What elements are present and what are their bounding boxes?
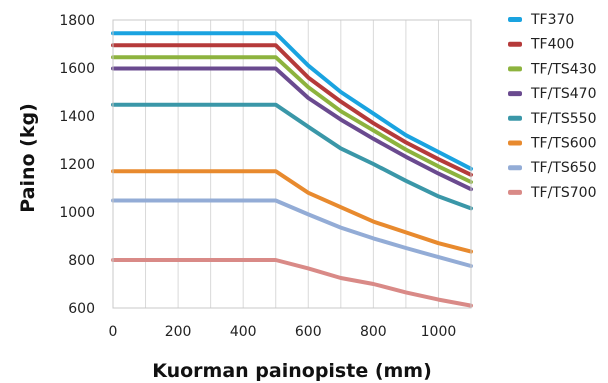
- plot-frame: [112, 19, 472, 309]
- series-line-tf-ts470: [111, 66, 473, 192]
- y-tick-label: 1600: [59, 61, 95, 77]
- legend-swatch: [508, 66, 522, 72]
- legend-label: TF/TS650: [530, 160, 596, 176]
- x-tick-label: 200: [165, 324, 192, 340]
- x-tick-label: 800: [360, 324, 387, 340]
- series-lines: [111, 31, 473, 308]
- y-tick-label: 1000: [59, 205, 95, 221]
- legend-swatch: [508, 140, 522, 146]
- legend-label: TF/TS430: [530, 61, 596, 77]
- x-tick-label: 1000: [421, 324, 457, 340]
- legend-label: TF/TS470: [530, 86, 596, 102]
- legend-label: TF370: [530, 12, 574, 28]
- series-line-tf-ts600: [111, 169, 473, 254]
- y-tick-label: 1400: [59, 109, 95, 125]
- y-tick-label: 800: [68, 253, 95, 269]
- legend-label: TF400: [530, 37, 574, 53]
- series-line-tf-ts430: [111, 55, 473, 184]
- legend-swatch: [508, 165, 522, 171]
- x-tick-label: 0: [109, 324, 118, 340]
- legend-swatch: [508, 189, 522, 195]
- legend-label: TF/TS550: [530, 111, 596, 127]
- legend-swatch: [508, 41, 522, 47]
- x-axis-title: Kuorman painopiste (mm): [152, 360, 432, 382]
- series-line-tf-ts650: [111, 198, 473, 268]
- series-line-tf400: [111, 43, 473, 177]
- series-line-tf-ts700: [111, 258, 473, 308]
- legend-label: TF/TS700: [530, 185, 596, 201]
- y-tick-label: 1200: [59, 157, 95, 173]
- y-tick-label: 600: [68, 301, 95, 317]
- legend-swatch: [508, 115, 522, 121]
- series-line-tf-ts550: [111, 102, 473, 211]
- x-tick-label: 600: [295, 324, 322, 340]
- axes: 0 200 400 600 800 1000 600 800 1000 1200 1400 1600 1…: [59, 13, 472, 340]
- legend-swatch: [508, 17, 522, 22]
- series-line-tf370: [111, 31, 473, 171]
- y-tick-label: 1800: [59, 13, 95, 29]
- legend: TF370 TF400 TF/TS430 TF/TS470 TF/TS550 TF/TS6…: [508, 12, 596, 201]
- x-tick-label: 400: [230, 324, 257, 340]
- y-axis-title: Paino (kg): [17, 103, 39, 213]
- legend-swatch: [508, 91, 522, 97]
- legend-label: TF/TS600: [530, 136, 596, 152]
